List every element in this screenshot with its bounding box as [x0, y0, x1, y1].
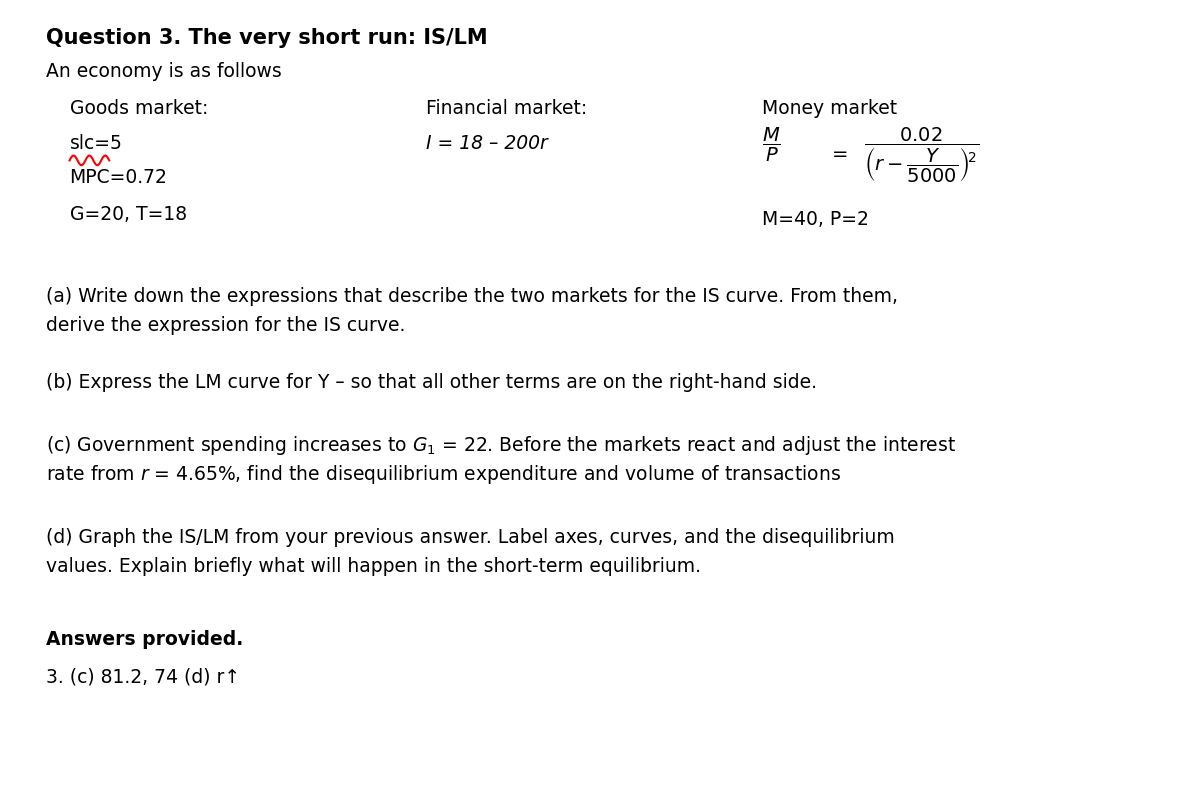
- Text: (c) Government spending increases to $G_1$ = 22. Before the markets react and ad: (c) Government spending increases to $G_…: [46, 434, 955, 457]
- Text: values. Explain briefly what will happen in the short-term equilibrium.: values. Explain briefly what will happen…: [46, 557, 701, 576]
- Text: Financial market:: Financial market:: [426, 99, 587, 117]
- Text: 3. (c) 81.2, 74 (d) r↑: 3. (c) 81.2, 74 (d) r↑: [46, 667, 240, 686]
- Text: (d) Graph the IS/LM from your previous answer. Label axes, curves, and the diseq: (d) Graph the IS/LM from your previous a…: [46, 528, 894, 547]
- Text: (b) Express the LM curve for Y – so that all other terms are on the right-hand s: (b) Express the LM curve for Y – so that…: [46, 373, 817, 391]
- Text: $\dfrac{M}{P}$: $\dfrac{M}{P}$: [762, 126, 781, 164]
- Text: G=20, T=18: G=20, T=18: [70, 205, 187, 224]
- Text: $\dfrac{0.02}{\left(r - \dfrac{Y}{5000}\right)^{\!2}}$: $\dfrac{0.02}{\left(r - \dfrac{Y}{5000}\…: [864, 126, 979, 185]
- Text: Answers provided.: Answers provided.: [46, 630, 242, 649]
- Text: $=$: $=$: [828, 143, 848, 162]
- Text: Goods market:: Goods market:: [70, 99, 208, 117]
- Text: An economy is as follows: An economy is as follows: [46, 62, 281, 80]
- Text: slc=5: slc=5: [70, 134, 122, 153]
- Text: rate from $r$ = 4.65%, find the disequilibrium expenditure and volume of transac: rate from $r$ = 4.65%, find the disequil…: [46, 463, 840, 486]
- Text: (a) Write down the expressions that describe the two markets for the IS curve. F: (a) Write down the expressions that desc…: [46, 287, 898, 305]
- Text: Question 3. The very short run: IS/LM: Question 3. The very short run: IS/LM: [46, 28, 487, 49]
- Text: M=40, P=2: M=40, P=2: [762, 210, 869, 228]
- Text: derive the expression for the IS curve.: derive the expression for the IS curve.: [46, 316, 404, 335]
- Text: I = 18 – 200r: I = 18 – 200r: [426, 134, 547, 153]
- Text: MPC=0.72: MPC=0.72: [70, 168, 168, 186]
- Text: Money market: Money market: [762, 99, 898, 117]
